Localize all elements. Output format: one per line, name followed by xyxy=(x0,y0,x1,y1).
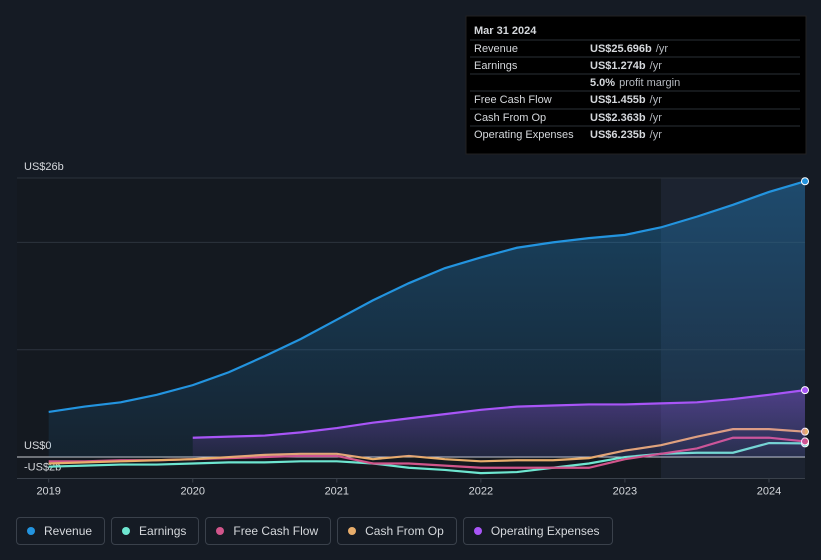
legend-label: Free Cash Flow xyxy=(233,524,319,538)
line xyxy=(48,180,806,414)
end-dot xyxy=(801,177,809,186)
legend-item[interactable]: Revenue xyxy=(16,517,106,545)
legend-label: Operating Expenses xyxy=(490,524,600,538)
tooltip-value: US$6.235b/yr xyxy=(590,129,662,141)
y-tick-label: US$26b xyxy=(24,161,64,173)
legend: Revenue Earnings Free Cash Flow Cash From O… xyxy=(16,517,613,545)
tooltip-unit: /yr xyxy=(650,129,663,141)
tooltip-label: Operating Expenses xyxy=(474,129,574,141)
legend-item[interactable]: Cash From Op xyxy=(337,517,457,545)
legend-label: Cash From Op xyxy=(365,524,444,538)
tooltip-label: Earnings xyxy=(474,60,518,72)
end-dot xyxy=(801,386,809,395)
line xyxy=(192,389,806,439)
tooltip-label: Free Cash Flow xyxy=(474,94,552,106)
legend-dot xyxy=(473,527,482,535)
tooltip-unit: /yr xyxy=(650,94,663,106)
tooltip-value-text: US$2.363b xyxy=(590,112,646,124)
legend-label: Earnings xyxy=(139,524,187,538)
tooltip-value-text: US$1.274b xyxy=(590,60,646,72)
legend-dot xyxy=(348,527,357,535)
x-tick-label: 2019 xyxy=(36,485,60,497)
tooltip-value: US$1.274b/yr xyxy=(590,60,662,72)
x-tick-label: 2023 xyxy=(613,485,637,497)
area xyxy=(48,181,805,458)
legend-dot xyxy=(27,527,35,535)
tooltip-value: US$2.363b/yr xyxy=(590,112,662,124)
tooltip-date: Mar 31 2024 xyxy=(474,25,537,37)
tooltip-unit: /yr xyxy=(650,112,663,124)
tooltip-value-text: US$6.235b xyxy=(590,129,646,141)
tooltip-label: Cash From Op xyxy=(474,112,546,124)
legend-item[interactable]: Operating Expenses xyxy=(462,517,613,545)
legend-item[interactable]: Earnings xyxy=(111,517,200,545)
tooltip-value: 5.0% profit margin xyxy=(590,77,680,89)
legend-dot xyxy=(216,527,225,535)
tooltip-unit: /yr xyxy=(656,43,669,55)
legend-label: Revenue xyxy=(44,524,93,538)
tooltip-value-text: US$1.455b xyxy=(590,94,646,106)
x-tick-label: 2021 xyxy=(325,485,349,497)
tooltip-unit: profit margin xyxy=(619,77,680,89)
tooltip-value: US$1.455b/yr xyxy=(590,94,662,106)
y-tick-label: US$0 xyxy=(24,440,52,452)
tooltip-value-text: US$25.696b xyxy=(590,43,652,55)
legend-dot xyxy=(122,527,131,535)
tooltip-value: US$25.696b/yr xyxy=(590,43,668,55)
tooltip-label: Revenue xyxy=(474,43,518,55)
tooltip-unit: /yr xyxy=(650,60,663,72)
tooltip: Mar 31 2024 Revenue US$25.696b/yr Earnings U… xyxy=(465,15,807,155)
tooltip-box xyxy=(465,15,807,155)
x-tick-label: 2020 xyxy=(181,485,205,497)
x-tick-label: 2024 xyxy=(757,485,781,497)
x-tick-label: 2022 xyxy=(469,485,493,497)
tooltip-value-text: 5.0% xyxy=(590,77,615,89)
area xyxy=(192,390,806,458)
legend-item[interactable]: Free Cash Flow xyxy=(205,517,332,545)
